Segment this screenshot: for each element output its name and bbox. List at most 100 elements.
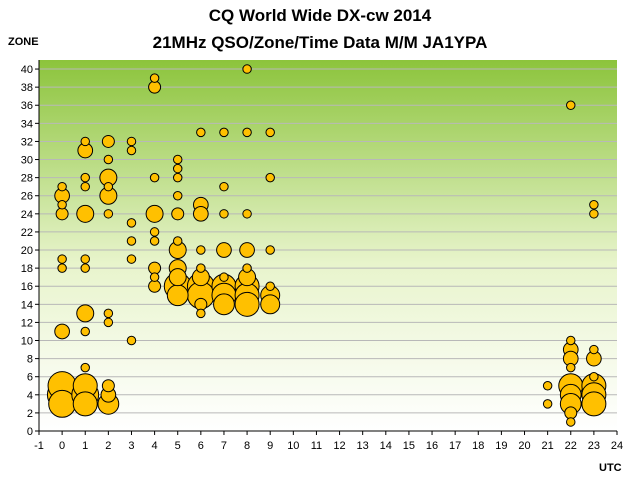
x-tick-label: 19	[495, 440, 507, 452]
data-bubble	[265, 245, 275, 255]
data-bubble	[589, 209, 599, 219]
data-bubble	[76, 304, 95, 323]
data-bubble	[80, 172, 90, 183]
x-tick-label: 10	[287, 440, 299, 452]
x-tick-label: 24	[611, 440, 623, 452]
data-bubble	[149, 236, 160, 246]
y-tick-label: 2	[27, 408, 33, 420]
data-bubble	[566, 362, 576, 373]
y-tick-label: 6	[27, 372, 33, 384]
data-bubble	[148, 80, 162, 94]
x-tick-label: 3	[128, 440, 134, 452]
data-bubble	[80, 136, 90, 147]
y-tick-label: 14	[21, 299, 33, 311]
data-bubble	[103, 154, 114, 165]
x-tick-label: 1	[82, 440, 88, 452]
data-bubble	[54, 323, 70, 340]
data-bubble	[192, 205, 209, 222]
x-axis-label: UTC	[599, 462, 622, 474]
data-bubble	[172, 154, 183, 165]
y-tick-label: 26	[21, 191, 33, 203]
y-tick-label: 12	[21, 317, 33, 329]
data-bubble	[126, 218, 137, 228]
data-bubble	[216, 242, 232, 258]
data-bubble	[103, 209, 114, 219]
data-bubble	[265, 172, 275, 183]
data-bubble	[57, 263, 67, 273]
data-bubble	[265, 127, 275, 138]
x-tick-label: 8	[244, 440, 250, 452]
y-tick-label: 36	[21, 100, 33, 112]
x-tick-label: 7	[221, 440, 227, 452]
data-bubble	[242, 209, 252, 219]
data-bubble	[589, 344, 599, 355]
data-bubble	[103, 181, 114, 192]
data-bubble	[76, 204, 95, 223]
data-bubble	[196, 263, 206, 273]
y-tick-label: 30	[21, 155, 33, 167]
data-bubble	[542, 399, 553, 409]
x-tick-label: 17	[449, 440, 461, 452]
data-bubble	[589, 371, 599, 382]
data-bubble	[80, 181, 90, 192]
data-bubble	[239, 242, 255, 258]
data-bubble	[149, 73, 160, 83]
data-bubble	[168, 268, 187, 287]
y-tick-label: 20	[21, 245, 33, 257]
data-bubble	[219, 181, 229, 192]
data-bubble	[234, 291, 260, 317]
data-bubble	[80, 326, 90, 337]
data-bubble	[166, 284, 189, 307]
x-tick-label: 14	[380, 440, 392, 452]
y-tick-label: 40	[21, 64, 33, 76]
x-tick-label: 0	[59, 440, 65, 452]
data-bubble	[55, 207, 69, 221]
data-bubble	[564, 406, 578, 420]
data-bubble	[172, 236, 183, 246]
y-tick-label: 34	[21, 118, 33, 130]
x-tick-label: 20	[518, 440, 530, 452]
y-tick-label: 16	[21, 281, 33, 293]
x-tick-label: 15	[403, 440, 415, 452]
x-tick-label: 12	[333, 440, 345, 452]
data-bubble	[242, 64, 252, 74]
data-bubble	[566, 335, 576, 346]
data-bubble	[194, 297, 208, 311]
data-bubble	[101, 134, 115, 148]
data-bubble	[242, 263, 252, 273]
y-tick-label: 10	[21, 336, 33, 348]
data-bubble	[172, 163, 183, 174]
data-bubble	[126, 335, 137, 346]
data-bubble	[581, 391, 607, 417]
y-tick-label: 24	[21, 209, 33, 221]
y-tick-label: 4	[27, 390, 33, 402]
data-bubble	[149, 227, 160, 237]
data-bubble	[172, 190, 183, 201]
data-bubble	[171, 207, 185, 221]
x-tick-label: 5	[175, 440, 181, 452]
x-tick-label: 23	[588, 440, 600, 452]
data-bubble	[57, 200, 67, 210]
data-bubble	[80, 254, 90, 264]
chart-title: CQ World Wide DX-cw 2014	[208, 6, 432, 25]
y-tick-label: 18	[21, 263, 33, 275]
data-bubble	[148, 261, 162, 275]
data-bubble	[148, 279, 162, 293]
data-bubble	[149, 272, 160, 282]
data-bubble	[219, 272, 229, 282]
data-bubble	[57, 254, 67, 264]
x-tick-label: 11	[311, 440, 322, 452]
x-tick-label: 22	[565, 440, 577, 452]
y-tick-label: 38	[21, 82, 33, 94]
x-tick-label: 16	[426, 440, 438, 452]
x-tick-label: 4	[152, 440, 158, 452]
data-bubble	[242, 127, 252, 138]
data-bubble	[196, 245, 206, 255]
x-tick-label: 2	[105, 440, 111, 452]
x-tick-label: -1	[34, 440, 44, 452]
y-tick-label: 8	[27, 354, 33, 366]
x-tick-label: 21	[542, 440, 554, 452]
plot-area	[39, 60, 617, 431]
data-bubble	[80, 362, 90, 373]
